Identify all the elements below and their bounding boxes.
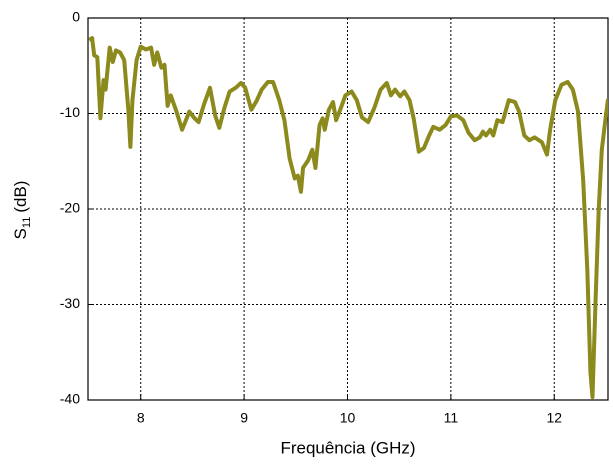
data-line xyxy=(88,36,608,400)
plot-frame xyxy=(87,17,609,401)
y-tick-label: 0 xyxy=(72,9,80,25)
x-tick-label: 8 xyxy=(137,410,145,426)
y-tick-label: -20 xyxy=(60,200,80,216)
y-tick-label: -40 xyxy=(60,391,80,407)
x-tick-label: 12 xyxy=(546,410,562,426)
y-label-unit: (dB) xyxy=(11,181,30,213)
y-axis-label: S11 (dB) xyxy=(11,181,32,240)
x-axis-label: Frequência (GHz) xyxy=(280,438,415,457)
y-tick-label: -30 xyxy=(60,295,80,311)
y-tick-label: -10 xyxy=(60,104,80,120)
y-label-main: S xyxy=(11,228,30,239)
x-tick-label: 9 xyxy=(240,410,248,426)
y-label-subscript: 11 xyxy=(21,217,33,228)
x-tick-label: 11 xyxy=(444,410,459,426)
x-tick-label: 10 xyxy=(340,410,356,426)
